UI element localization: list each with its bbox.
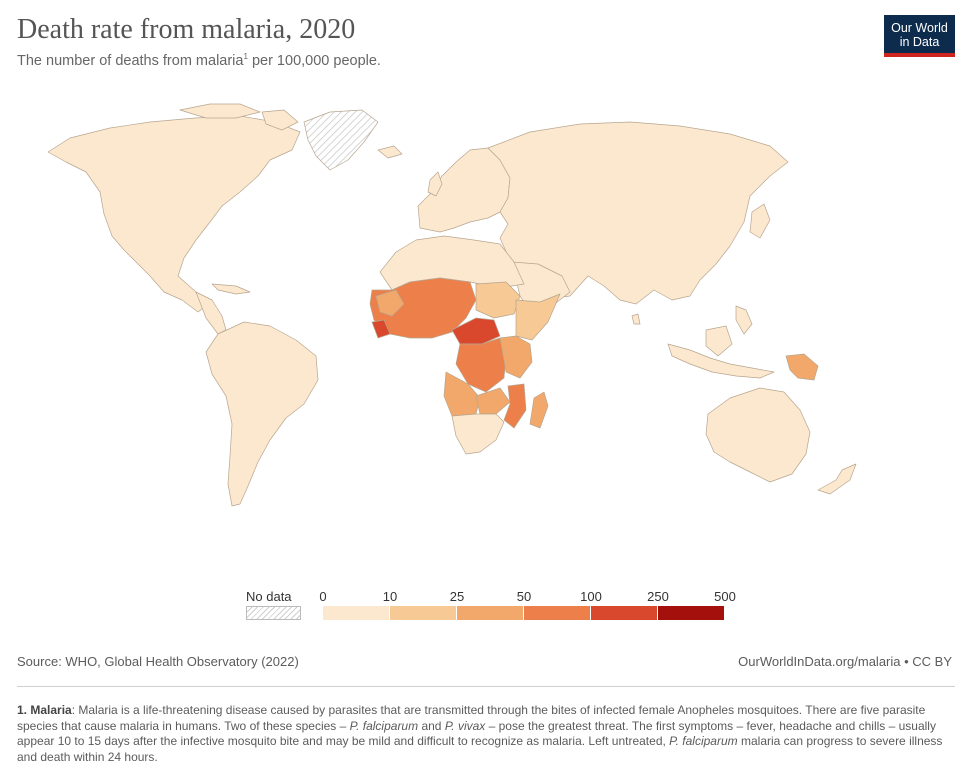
- chart-title: Death rate from malaria, 2020: [17, 14, 356, 45]
- owid-logo[interactable]: Our World in Data: [884, 15, 955, 57]
- region-baffin[interactable]: [261, 109, 299, 131]
- region-sahel-high[interactable]: [375, 289, 405, 317]
- region-canadian-islands[interactable]: [179, 103, 261, 119]
- footnote-text-4: malaria can progress to severe illness a…: [17, 734, 943, 764]
- legend-tick-6: 500: [714, 589, 736, 604]
- region-south-america[interactable]: [205, 321, 319, 507]
- legend-bin-3[interactable]: [524, 606, 591, 620]
- world-map[interactable]: [0, 70, 972, 570]
- region-central-america[interactable]: [195, 291, 227, 335]
- footnote-em-1: P. falciparum: [349, 718, 419, 733]
- region-sri-lanka[interactable]: [631, 313, 641, 325]
- footnote: 1. Malaria: Malaria is a life-threatenin…: [17, 703, 947, 765]
- legend-tick-2: 25: [449, 589, 465, 604]
- footnote-em-3: P. falciparum: [669, 734, 738, 748]
- region-caribbean[interactable]: [211, 283, 251, 295]
- footnote-text-1: : Malaria is a life-threatening disease …: [17, 703, 926, 733]
- legend-tick-3: 50: [516, 589, 532, 604]
- footnote-ref[interactable]: 1: [243, 52, 248, 61]
- region-asia[interactable]: [487, 121, 789, 305]
- region-philippines[interactable]: [735, 305, 753, 335]
- region-new-zealand[interactable]: [817, 463, 857, 495]
- region-mozambique[interactable]: [503, 383, 527, 429]
- footnote-em-2: P. vivax: [444, 718, 486, 733]
- legend-tick-1: 10: [382, 589, 398, 604]
- legend-tick-5: 250: [647, 589, 669, 604]
- legend-bin-5[interactable]: [658, 606, 725, 620]
- region-uk[interactable]: [427, 171, 443, 197]
- legend-bin-0[interactable]: [323, 606, 390, 620]
- logo-line-1: Our World: [891, 21, 948, 35]
- region-papua-new-guinea[interactable]: [785, 353, 819, 381]
- region-east-africa[interactable]: [499, 335, 533, 379]
- footnote-text-3: – pose the greatest threat. The first sy…: [17, 718, 936, 749]
- region-coastal-west[interactable]: [371, 319, 391, 339]
- legend-no-data-swatch[interactable]: [246, 606, 301, 620]
- region-australia[interactable]: [705, 387, 811, 483]
- region-drc[interactable]: [455, 337, 507, 393]
- divider: [17, 686, 955, 687]
- region-borneo[interactable]: [705, 325, 733, 357]
- legend-bin-1[interactable]: [390, 606, 457, 620]
- region-sudan[interactable]: [475, 281, 521, 319]
- footnote-text-2: and: [418, 718, 445, 733]
- region-greenland[interactable]: [303, 109, 379, 171]
- subtitle-text-end: per 100,000 people.: [247, 52, 381, 69]
- region-southern-africa[interactable]: [451, 413, 505, 455]
- legend-bin-4[interactable]: [591, 606, 658, 620]
- legend: No data 0 10 25 50 100 250 500: [0, 582, 972, 632]
- region-iceland[interactable]: [377, 145, 403, 159]
- logo-line-2: in Data: [899, 35, 940, 49]
- footnote-label: 1. Malaria: [17, 703, 72, 717]
- region-north-america[interactable]: [47, 115, 301, 313]
- region-indonesia[interactable]: [667, 343, 775, 379]
- region-madagascar[interactable]: [529, 391, 549, 429]
- region-zambia[interactable]: [475, 387, 511, 415]
- chart-subtitle: The number of deaths from malaria1 per 1…: [17, 52, 381, 69]
- credit-link[interactable]: OurWorldInData.org/malaria • CC BY: [738, 654, 952, 669]
- legend-tick-4: 100: [580, 589, 602, 604]
- legend-bin-2[interactable]: [457, 606, 524, 620]
- legend-tick-0: 0: [319, 589, 327, 604]
- legend-no-data-label: No data: [246, 589, 292, 604]
- subtitle-text: The number of deaths from malaria: [17, 52, 244, 69]
- region-japan[interactable]: [749, 203, 771, 239]
- source-text: Source: WHO, Global Health Observatory (…: [17, 654, 299, 669]
